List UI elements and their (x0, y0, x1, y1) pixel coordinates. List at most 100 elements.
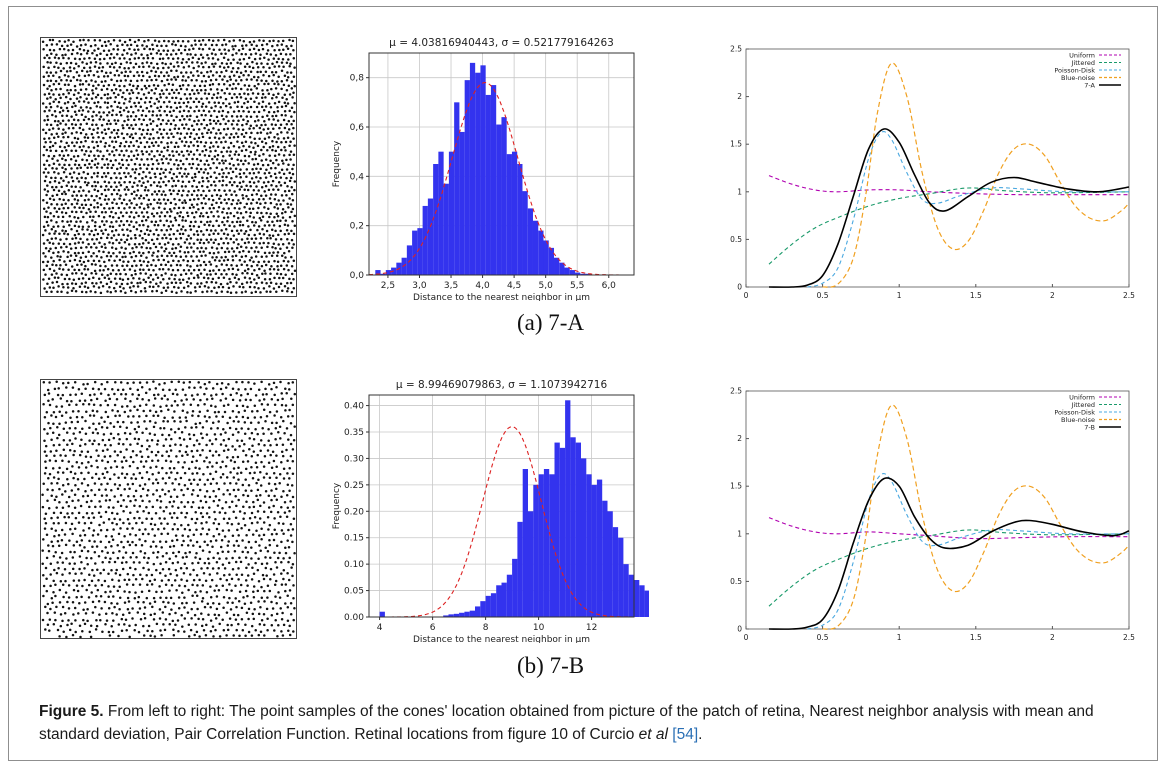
cone-point (58, 556, 62, 559)
cone-point (282, 48, 285, 51)
cone-point (254, 540, 258, 544)
cone-point (256, 228, 259, 232)
cone-point (217, 39, 220, 42)
cone-point (230, 123, 234, 126)
cone-point (44, 273, 47, 276)
cone-point (75, 141, 79, 144)
cone-point (276, 110, 280, 113)
cone-point (226, 623, 229, 627)
cone-point (235, 628, 238, 632)
cone-point (140, 211, 144, 214)
cone-point (101, 285, 105, 288)
cone-point (136, 84, 140, 88)
cone-point (207, 557, 210, 560)
cone-point (180, 543, 184, 547)
cone-point (105, 528, 109, 532)
cone-point (139, 618, 143, 621)
cone-point (61, 393, 65, 397)
hist-ytick-label: 0.20 (344, 507, 364, 517)
cone-point (162, 180, 165, 184)
cone-point (169, 495, 173, 499)
cone-point (102, 269, 105, 272)
cone-point (288, 277, 291, 281)
cone-point (264, 96, 267, 99)
hist-bar (517, 164, 523, 275)
cone-point (141, 153, 145, 156)
cone-point (179, 237, 183, 240)
hist-ytick-label: 0.00 (344, 613, 364, 623)
cone-point (97, 75, 100, 79)
cone-point (133, 427, 137, 431)
cone-point (73, 224, 77, 228)
cone-point (239, 201, 242, 205)
cone-point (117, 433, 120, 436)
cone-point (192, 144, 195, 147)
cone-point (200, 612, 203, 615)
hist-ytick-label: 0.25 (344, 481, 364, 491)
cone-point (183, 630, 186, 633)
cone-point (171, 57, 175, 60)
cone-point (259, 167, 262, 171)
cone-point (250, 43, 253, 47)
cone-point (291, 495, 295, 499)
cone-point (104, 44, 108, 48)
cone-point (152, 233, 156, 236)
cone-point (241, 44, 244, 47)
cone-point (165, 88, 168, 92)
cone-point (57, 387, 60, 390)
cone-point (61, 132, 64, 136)
cone-point (174, 623, 177, 627)
cone-point (84, 133, 88, 136)
cone-point (138, 127, 141, 131)
cone-point (44, 566, 48, 570)
cone-point (126, 74, 130, 78)
cone-point (208, 380, 211, 384)
cone-point (195, 573, 199, 577)
pcf-ytick-label: 0 (737, 625, 742, 634)
cone-point (284, 404, 288, 407)
cone-point (176, 167, 179, 171)
cone-point (94, 220, 97, 224)
cone-point (127, 144, 131, 148)
cone-point (201, 618, 205, 621)
cone-point (91, 123, 94, 127)
cone-point (237, 66, 240, 70)
cone-point (142, 93, 146, 96)
cone-point (203, 561, 207, 565)
cone-point (100, 245, 104, 248)
cone-point (129, 409, 132, 412)
cone-point (144, 185, 148, 189)
cone-point (159, 426, 162, 430)
cone-point (191, 61, 194, 64)
cone-point (108, 286, 111, 289)
cone-point (189, 237, 193, 240)
cone-point (267, 482, 271, 485)
cone-point (208, 415, 211, 419)
cone-point (260, 185, 264, 189)
hist-bar (644, 590, 649, 617)
hist-bar (448, 614, 454, 617)
cone-point (190, 255, 193, 258)
cone-point (55, 53, 58, 57)
cone-point (117, 93, 120, 97)
cone-point (55, 449, 58, 453)
cone-point (150, 438, 154, 442)
cone-point (46, 260, 50, 264)
cone-point (96, 162, 100, 165)
cone-point (222, 493, 225, 496)
cone-point (158, 109, 161, 113)
cone-point (63, 40, 67, 43)
cone-point (163, 628, 167, 632)
cone-point (96, 588, 100, 592)
cone-point (242, 118, 245, 121)
cone-point (290, 290, 294, 294)
cone-point (249, 228, 252, 232)
cone-point (237, 411, 241, 414)
cone-point (284, 114, 287, 117)
cone-point (240, 427, 243, 430)
cone-point (289, 140, 292, 143)
cone-point (100, 80, 104, 83)
cone-point (177, 550, 181, 554)
cone-point (220, 273, 223, 276)
cone-point (259, 70, 262, 74)
